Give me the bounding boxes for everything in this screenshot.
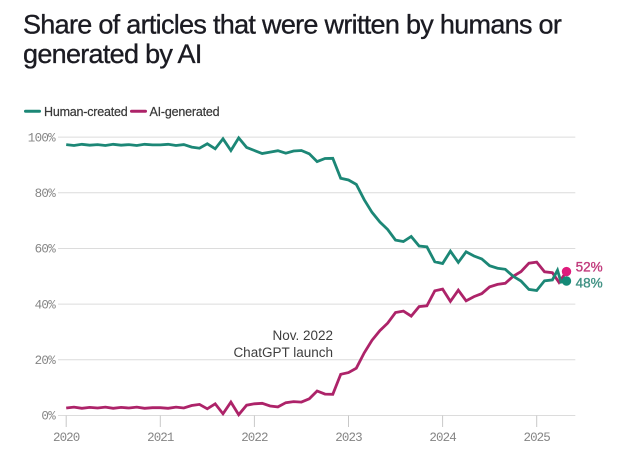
svg-text:Share of articles that were wr: Share of articles that were written by h… (23, 10, 562, 40)
svg-text:48%: 48% (576, 275, 603, 290)
svg-text:0%: 0% (41, 410, 56, 424)
svg-text:20%: 20% (35, 354, 57, 368)
svg-text:2025: 2025 (523, 431, 550, 445)
svg-text:Human-created: Human-created (44, 105, 128, 119)
svg-text:AI-generated: AI-generated (150, 105, 220, 119)
svg-text:ChatGPT launch: ChatGPT launch (233, 345, 333, 360)
svg-text:2020: 2020 (53, 431, 80, 445)
svg-text:100%: 100% (28, 131, 56, 145)
svg-text:2024: 2024 (429, 431, 456, 445)
svg-text:52%: 52% (576, 259, 603, 274)
svg-text:80%: 80% (35, 187, 57, 201)
svg-text:2023: 2023 (335, 431, 362, 445)
svg-text:60%: 60% (35, 243, 57, 257)
svg-text:2022: 2022 (241, 431, 268, 445)
svg-text:40%: 40% (35, 298, 57, 312)
svg-text:generated by AI: generated by AI (23, 39, 202, 69)
svg-text:Nov. 2022: Nov. 2022 (272, 328, 333, 343)
svg-text:2021: 2021 (147, 431, 174, 445)
